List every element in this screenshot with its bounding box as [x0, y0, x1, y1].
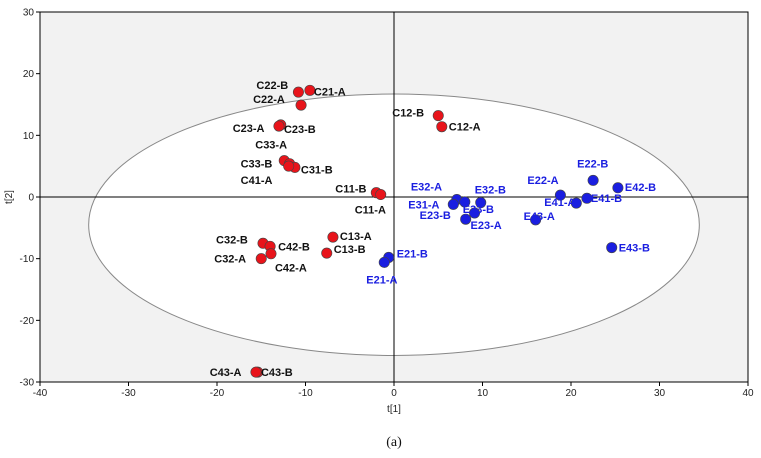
point-label: C13-B	[334, 244, 366, 256]
point-label: C12-A	[449, 122, 481, 134]
point-label: C32-A	[214, 254, 246, 266]
y-tick-label: 30	[23, 8, 35, 19]
data-point	[554, 189, 566, 201]
data-point	[530, 214, 542, 226]
data-point	[469, 207, 481, 219]
x-tick-label: -40	[33, 388, 48, 399]
point-label: E43-A	[524, 211, 555, 223]
data-point	[304, 84, 316, 96]
data-point	[570, 197, 582, 209]
point-label: C13-A	[340, 231, 372, 243]
point-label: E23-B	[420, 210, 451, 222]
data-point	[273, 120, 285, 132]
point-labels: C22-B C21-A C22-A C23-A C23-B C12-B C12-A C33-A…	[210, 80, 656, 379]
point-label: C23-B	[284, 124, 316, 136]
x-tick-label: 0	[391, 388, 397, 399]
data-point	[460, 213, 472, 225]
x-tick-label: 30	[654, 388, 666, 399]
data-point	[327, 231, 339, 243]
point-label: C43-A	[210, 367, 242, 379]
x-tick-label: -20	[210, 388, 225, 399]
x-tick-label: 20	[565, 388, 577, 399]
x-tick-label: 10	[477, 388, 489, 399]
data-point	[459, 196, 471, 208]
data-point	[375, 189, 387, 201]
point-label: E32-B	[475, 185, 506, 197]
point-label: C11-B	[335, 184, 366, 196]
point-label: C21-A	[314, 86, 346, 98]
point-label: C32-B	[216, 234, 248, 246]
data-point	[283, 160, 295, 172]
data-point	[432, 110, 444, 122]
y-tick-label: -10	[20, 254, 35, 265]
data-point	[612, 182, 624, 194]
y-tick-label: 10	[23, 131, 35, 142]
point-label: C33-A	[255, 140, 287, 152]
point-label: E33-B	[463, 204, 494, 216]
x-tick-label: -30	[121, 388, 136, 399]
point-label: C42-B	[278, 241, 310, 253]
point-label: C33-B	[241, 159, 273, 171]
point-label: C23-A	[233, 123, 265, 135]
point-label: E41-A	[544, 197, 575, 209]
data-point	[475, 197, 487, 209]
zero-axis-lines	[40, 12, 748, 382]
point-label: E41-B	[591, 193, 622, 205]
point-label: C42-A	[275, 263, 307, 275]
y-tick-label: 0	[28, 193, 34, 204]
data-point	[606, 242, 618, 254]
point-label: C22-A	[253, 94, 285, 106]
point-label: C43-B	[261, 367, 293, 379]
point-label: E43-B	[619, 243, 650, 255]
data-point	[321, 247, 333, 259]
point-label: E22-B	[577, 158, 608, 170]
data-point	[292, 86, 304, 98]
point-label: C41-A	[241, 175, 273, 187]
data-point	[378, 256, 390, 268]
point-label: C22-B	[256, 80, 288, 92]
data-point	[436, 121, 448, 133]
point-label: E23-A	[471, 220, 502, 232]
point-label: E31-A	[408, 199, 439, 211]
y-tick-label: 20	[23, 69, 35, 80]
data-point	[295, 99, 307, 111]
point-label: E21-A	[366, 274, 397, 286]
data-point	[250, 366, 262, 378]
data-point	[447, 198, 459, 210]
figure-caption: (a)	[386, 435, 402, 450]
point-label: C12-B	[392, 108, 424, 120]
data-point	[265, 248, 277, 260]
y-tick-label: -30	[20, 378, 35, 389]
y-axis-title: t[2]	[4, 190, 15, 204]
point-label: E22-A	[527, 175, 558, 187]
x-tick-label: -10	[298, 388, 313, 399]
data-points	[250, 84, 624, 378]
point-label: C31-B	[301, 164, 333, 176]
x-axis-title: t[1]	[387, 404, 401, 415]
point-label: E21-B	[397, 248, 428, 260]
point-label: E32-A	[411, 181, 442, 193]
data-point	[255, 253, 267, 265]
x-tick-label: 40	[742, 388, 754, 399]
point-label: C11-A	[355, 205, 386, 217]
point-label: E42-B	[625, 182, 656, 194]
data-point	[581, 192, 593, 204]
y-tick-label: -20	[20, 316, 35, 327]
data-point	[587, 174, 599, 186]
